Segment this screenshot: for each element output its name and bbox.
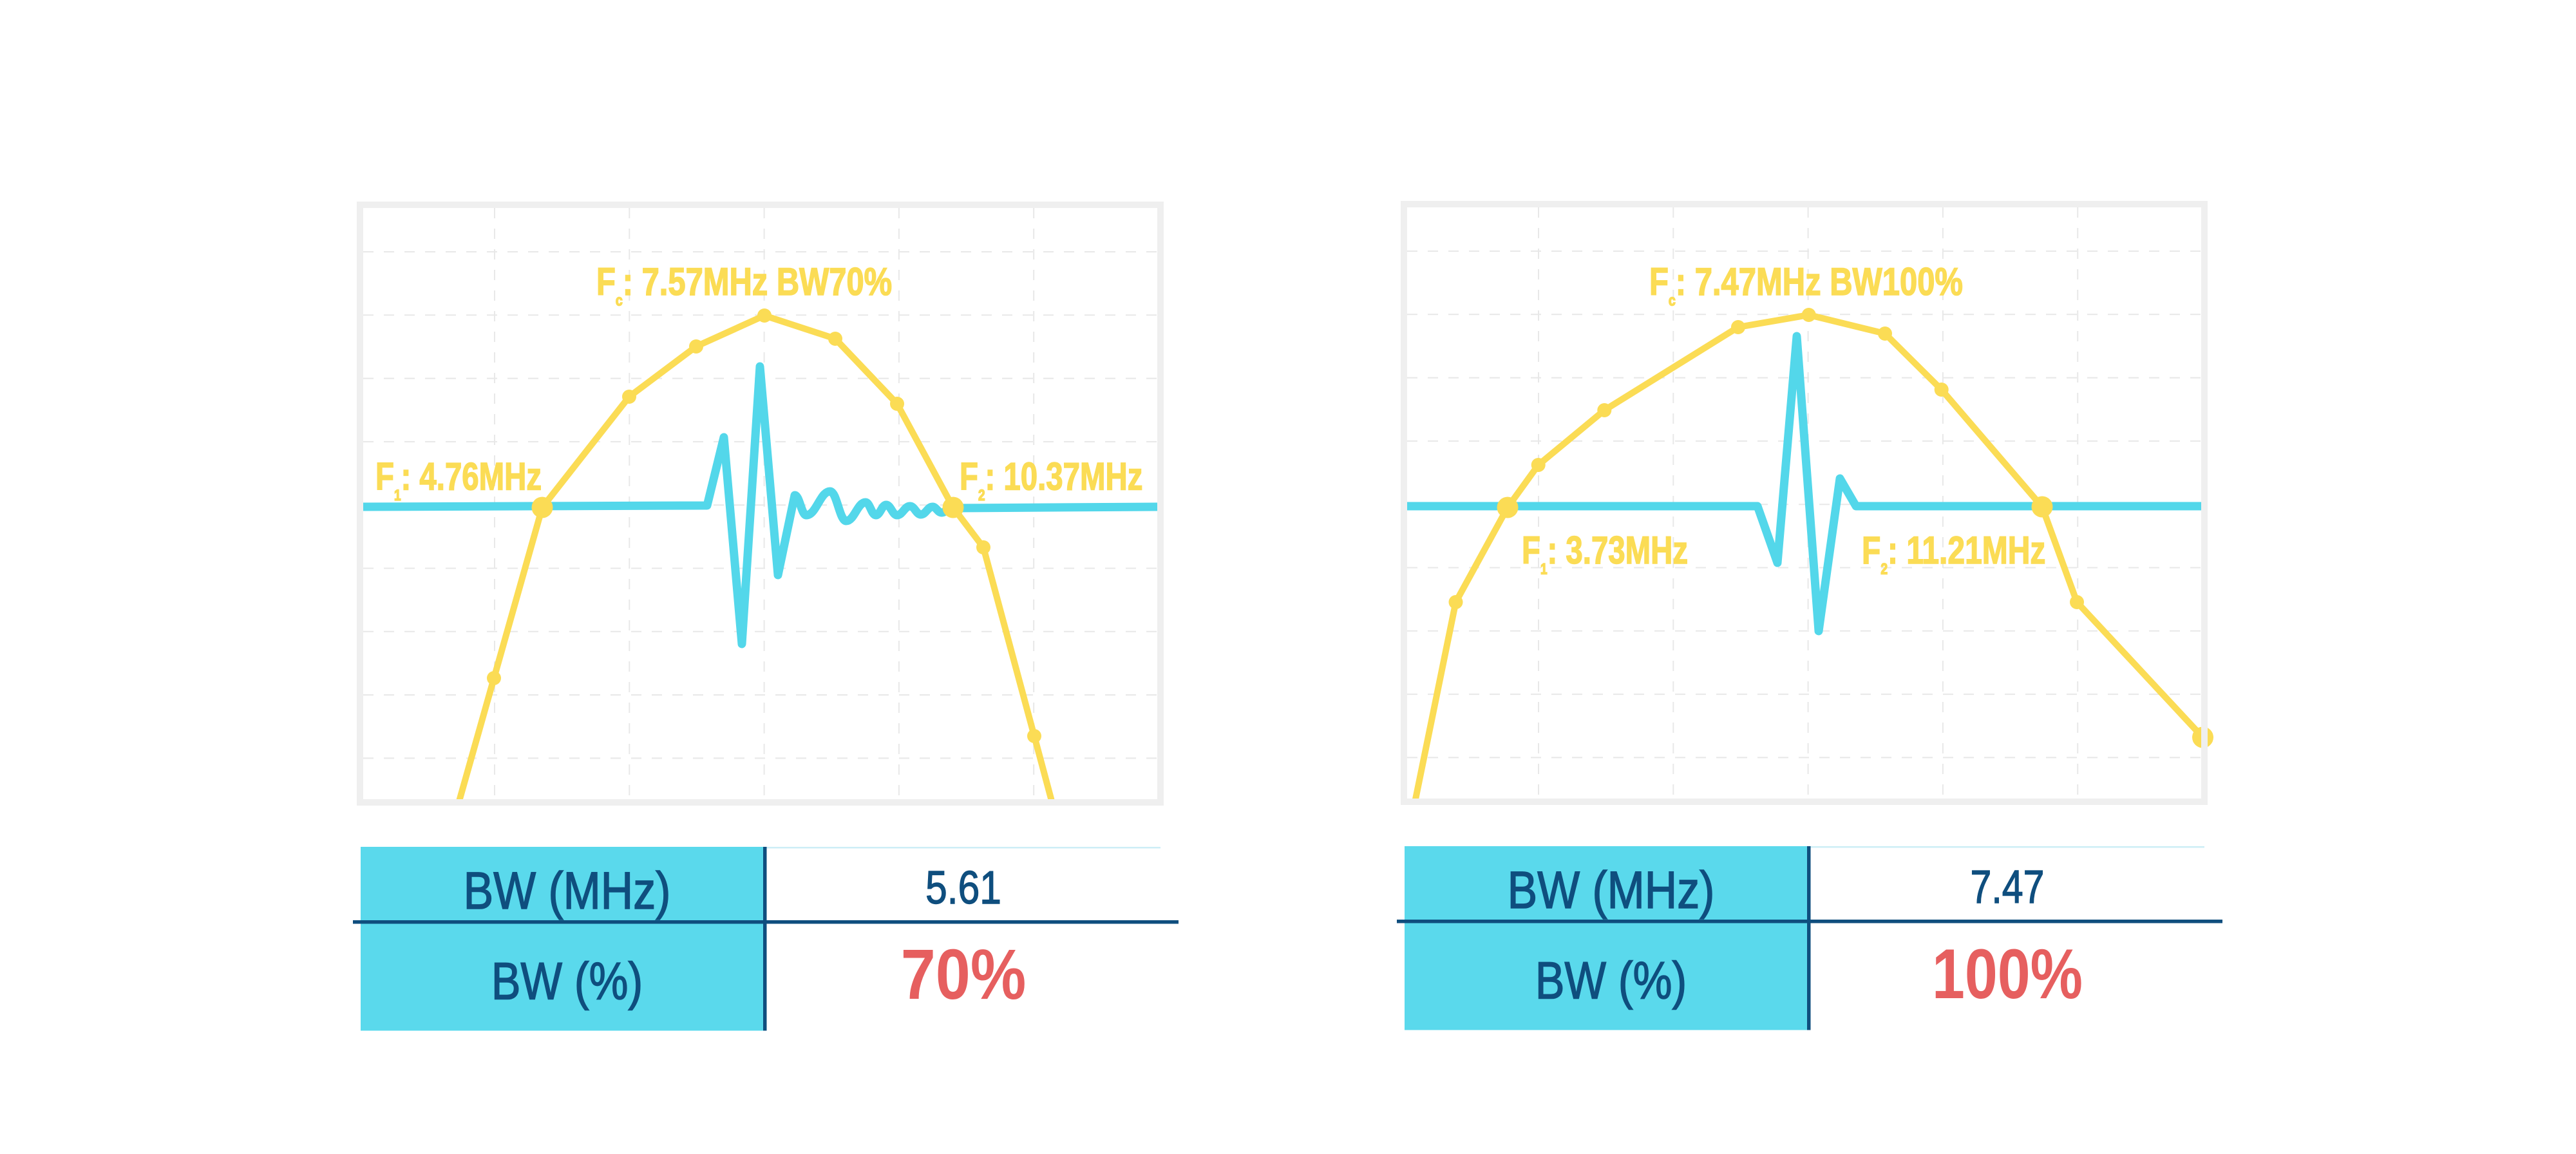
svg-text:70%: 70% (901, 934, 1027, 1014)
svg-text:F1: 4.76MHz: F1: 4.76MHz (375, 455, 542, 504)
svg-text:BW (%): BW (%) (1535, 951, 1687, 1010)
svg-text:Fc: 7.57MHz BW70%: Fc: 7.57MHz BW70% (596, 260, 892, 309)
svg-text:F2: 10.37MHz: F2: 10.37MHz (960, 455, 1142, 504)
svg-text:F1: 3.73MHz: F1: 3.73MHz (1522, 529, 1688, 578)
svg-text:100%: 100% (1932, 934, 2083, 1014)
svg-text:BW (MHz): BW (MHz) (464, 862, 671, 921)
svg-text:7.47: 7.47 (1971, 860, 2045, 913)
svg-text:F2: 11.21MHz: F2: 11.21MHz (1862, 529, 2045, 578)
svg-text:BW (%): BW (%) (491, 952, 643, 1010)
svg-text:Fc: 7.47MHz BW100%: Fc: 7.47MHz BW100% (1649, 260, 1963, 309)
svg-text:BW (MHz): BW (MHz) (1508, 861, 1715, 920)
svg-text:5.61: 5.61 (925, 862, 1001, 914)
